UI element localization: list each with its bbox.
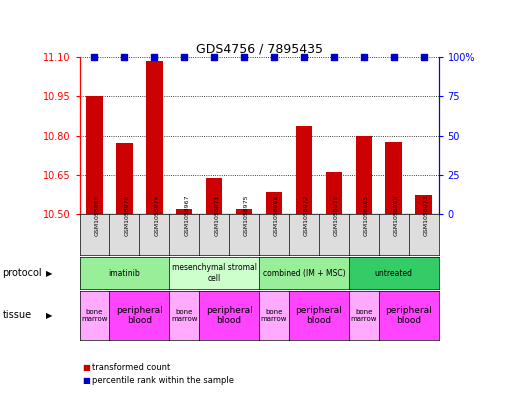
Point <box>360 54 368 60</box>
Text: GSM1058976: GSM1058976 <box>334 194 339 236</box>
Text: GSM1058975: GSM1058975 <box>244 194 249 236</box>
Text: peripheral
blood: peripheral blood <box>295 306 342 325</box>
Text: GSM1058969: GSM1058969 <box>394 194 399 236</box>
Bar <box>116 143 133 214</box>
Text: peripheral
blood: peripheral blood <box>206 306 252 325</box>
Text: GSM1058968: GSM1058968 <box>274 194 279 236</box>
Text: GSM1058973: GSM1058973 <box>424 194 429 236</box>
Point <box>270 54 278 60</box>
Text: tissue: tissue <box>3 310 32 320</box>
Text: protocol: protocol <box>3 268 42 278</box>
Text: mesenchymal stromal
cell: mesenchymal stromal cell <box>172 263 256 283</box>
Text: bone
marrow: bone marrow <box>350 309 377 322</box>
Text: percentile rank within the sample: percentile rank within the sample <box>92 376 234 384</box>
Text: ▶: ▶ <box>46 311 53 320</box>
Text: bone
marrow: bone marrow <box>171 309 198 322</box>
Text: imatinib: imatinib <box>109 269 140 277</box>
Text: GSM1058965: GSM1058965 <box>364 194 369 236</box>
Text: GSM1058966: GSM1058966 <box>94 194 100 236</box>
Point <box>90 54 98 60</box>
Bar <box>356 136 372 214</box>
Point <box>210 54 219 60</box>
Text: bone
marrow: bone marrow <box>261 309 287 322</box>
Point <box>240 54 248 60</box>
Point <box>300 54 308 60</box>
Text: GSM1058967: GSM1058967 <box>184 194 189 236</box>
Bar <box>295 127 312 214</box>
Bar <box>176 209 192 214</box>
Bar <box>266 192 282 214</box>
Text: GSM1058972: GSM1058972 <box>304 194 309 236</box>
Bar <box>236 209 252 214</box>
Text: GSM1058971: GSM1058971 <box>214 194 219 236</box>
Text: bone
marrow: bone marrow <box>81 309 108 322</box>
Point <box>330 54 338 60</box>
Text: peripheral
blood: peripheral blood <box>116 306 163 325</box>
Bar <box>385 142 402 214</box>
Text: transformed count: transformed count <box>92 363 171 372</box>
Text: untreated: untreated <box>374 269 413 277</box>
Text: ■: ■ <box>82 363 90 372</box>
Text: ▶: ▶ <box>46 269 53 277</box>
Bar <box>146 61 163 214</box>
Title: GDS4756 / 7895435: GDS4756 / 7895435 <box>195 43 323 56</box>
Bar <box>326 172 342 214</box>
Text: GSM1058974: GSM1058974 <box>154 194 160 236</box>
Point <box>420 54 428 60</box>
Text: combined (IM + MSC): combined (IM + MSC) <box>263 269 345 277</box>
Point <box>180 54 188 60</box>
Text: peripheral
blood: peripheral blood <box>385 306 432 325</box>
Bar <box>86 96 103 214</box>
Point <box>120 54 128 60</box>
Text: ■: ■ <box>82 376 90 384</box>
Text: GSM1058970: GSM1058970 <box>124 194 129 236</box>
Point <box>150 54 159 60</box>
Point <box>390 54 398 60</box>
Bar <box>416 195 432 214</box>
Bar <box>206 178 223 214</box>
